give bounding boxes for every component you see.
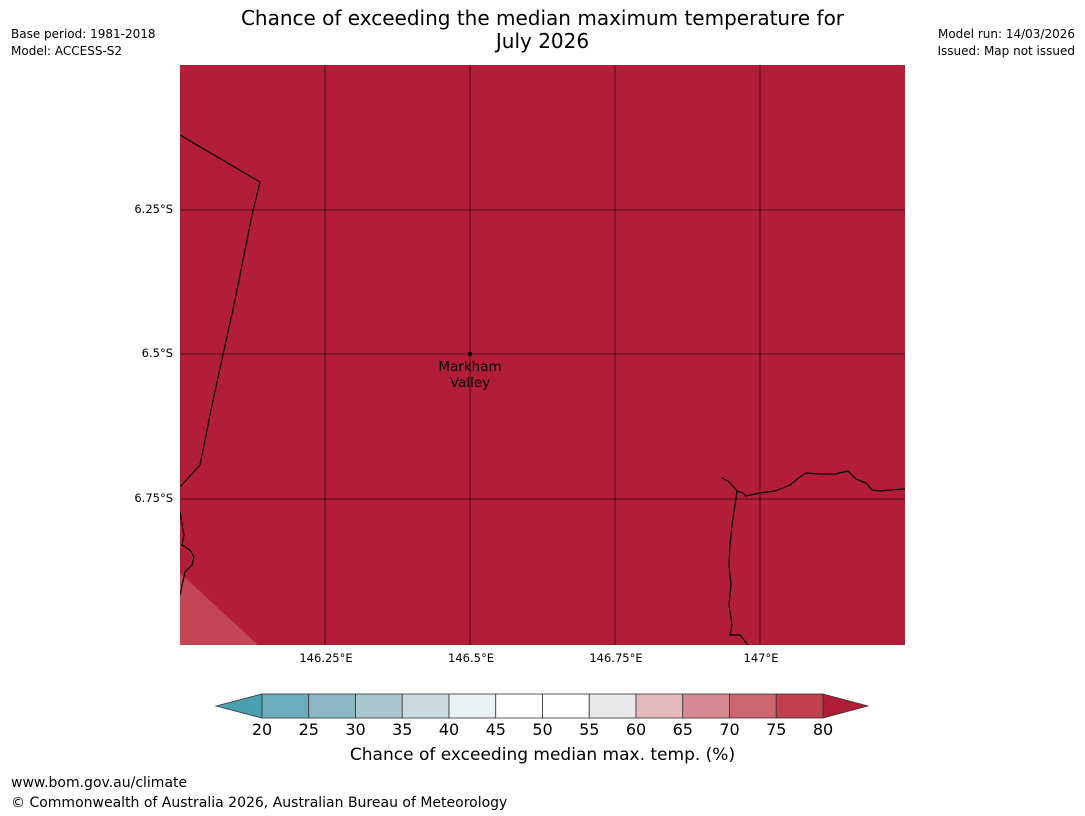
colorbar-segment: [401, 693, 450, 719]
lon-label-147: 147°E: [743, 651, 779, 665]
meta-left: Base period: 1981-2018 Model: ACCESS-S2: [11, 26, 156, 60]
boundaries: [180, 134, 905, 645]
lat-label-6-75: 6.75°S: [134, 491, 173, 505]
coastline-east: [721, 470, 905, 497]
colorbar-tick-label: 25: [298, 720, 319, 739]
footer-url: www.bom.gov.au/climate: [11, 775, 188, 791]
colorbar-label: Chance of exceeding median max. temp. (%…: [349, 745, 736, 765]
colorbar-segment: [542, 693, 590, 719]
lon-label-146-75: 146.75°E: [589, 651, 643, 665]
colorbar-segment: [495, 693, 543, 719]
lon-label-146-25: 146.25°E: [299, 651, 353, 665]
colorbar-tick-label: 60: [625, 720, 647, 739]
colorbar-tick-label: 40: [438, 720, 460, 739]
probability-fill: [180, 65, 905, 645]
coastline-southwest: [180, 511, 195, 596]
colorbar-tick-label: 75: [766, 720, 787, 739]
place-name-line-2: Valley: [449, 375, 491, 391]
colorbar-segment: [448, 693, 497, 719]
place-label-markham-valley: Markham Valley: [420, 359, 520, 391]
colorbar-segment: [682, 693, 730, 719]
base-period: Base period: 1981-2018: [11, 27, 156, 41]
footer-copyright: © Commonwealth of Australia 2026, Austra…: [11, 795, 508, 811]
colorbar-tick-label: 20: [251, 720, 273, 739]
colorbar-tick-label: 70: [719, 720, 740, 739]
title-line-1: Chance of exceeding the median maximum t…: [240, 6, 845, 30]
colorbar-tick-label: 50: [532, 720, 553, 739]
colorbar-segment: [635, 693, 684, 719]
colorbar-tick-label: 30: [345, 720, 366, 739]
graticule: [180, 65, 905, 645]
title-line-2: July 2026: [495, 29, 590, 53]
map-area: [180, 65, 905, 645]
place-marker: [468, 352, 472, 356]
river-east: [728, 490, 749, 645]
colorbar: [215, 693, 870, 719]
colorbar-under-arrow: [215, 693, 263, 719]
meta-right: Model run: 14/03/2026 Issued: Map not is…: [937, 26, 1075, 60]
colorbar-segment: [588, 693, 637, 719]
colorbar-segment: [775, 693, 824, 719]
colorbar-over-arrow: [822, 693, 870, 719]
colorbar-tick-label: 55: [579, 720, 600, 739]
model-run: Model run: 14/03/2026: [937, 27, 1075, 41]
colorbar-tick-label: 65: [672, 720, 693, 739]
colorbar-tick-label: 80: [812, 720, 834, 739]
lat-label-6-25: 6.25°S: [134, 202, 173, 216]
colorbar-tick-label: 35: [392, 720, 413, 739]
place-name-line-1: Markham: [438, 359, 502, 375]
model-name: Model: ACCESS-S2: [11, 44, 123, 58]
lon-label-146-5: 146.5°E: [448, 651, 494, 665]
lat-label-6-5: 6.5°S: [141, 346, 173, 360]
colorbar-segment: [261, 693, 310, 719]
lower-probability-fill: [180, 573, 258, 645]
issued-status: Issued: Map not issued: [937, 44, 1075, 58]
boundary-line-west: [180, 134, 261, 488]
map-title: Chance of exceeding the median maximum t…: [190, 7, 895, 53]
colorbar-segment: [355, 693, 403, 719]
colorbar-segment: [308, 693, 356, 719]
colorbar-tick-label: 45: [485, 720, 506, 739]
colorbar-segment: [729, 693, 777, 719]
